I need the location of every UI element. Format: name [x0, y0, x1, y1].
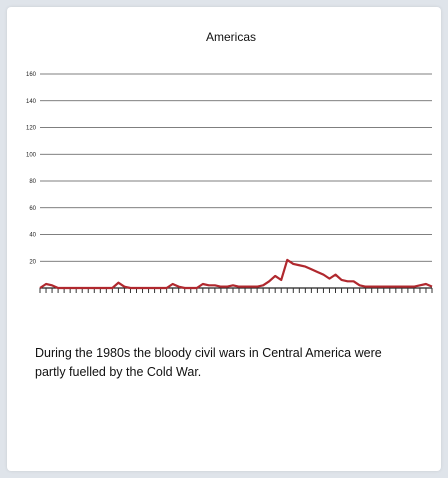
y-tick-label: 20: [29, 259, 36, 265]
series-lines: [39, 258, 433, 290]
chart-title: Americas: [205, 30, 256, 44]
chart-caption: During the 1980s the bloody civil wars i…: [35, 346, 382, 379]
chart-card: [7, 7, 441, 471]
gridlines: [40, 73, 432, 289]
series-line-0: [39, 258, 433, 290]
y-axis-tick-labels: 20 40 60 80 100 120 140 160: [26, 72, 37, 265]
y-tick-label: 140: [26, 99, 37, 105]
y-tick-label: 120: [26, 126, 37, 132]
y-tick-label: 160: [26, 72, 37, 78]
y-tick-label: 40: [29, 233, 36, 239]
y-tick-label: 80: [29, 179, 36, 185]
y-tick-label: 60: [29, 206, 36, 212]
y-tick-label: 100: [26, 152, 37, 158]
